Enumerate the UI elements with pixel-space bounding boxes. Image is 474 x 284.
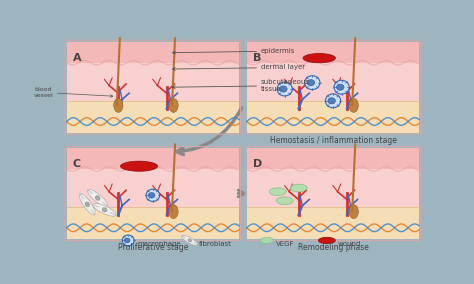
Ellipse shape (328, 98, 336, 104)
Text: Hemostasis / inflammation stage: Hemostasis / inflammation stage (270, 136, 396, 145)
Ellipse shape (120, 161, 157, 171)
Ellipse shape (303, 53, 336, 63)
Bar (247, 148, 419, 169)
Text: epidermis: epidermis (173, 48, 295, 54)
Text: Proliferative stage: Proliferative stage (118, 243, 188, 252)
Ellipse shape (280, 86, 287, 92)
Bar (66, 42, 239, 63)
Ellipse shape (169, 205, 178, 219)
Ellipse shape (85, 202, 90, 207)
Bar (66, 207, 239, 239)
Text: A: A (73, 53, 82, 62)
Text: macrophage: macrophage (137, 241, 181, 247)
Ellipse shape (122, 235, 134, 246)
Bar (247, 63, 419, 101)
Bar (247, 207, 419, 239)
Ellipse shape (169, 99, 178, 112)
Ellipse shape (146, 189, 160, 201)
Ellipse shape (102, 208, 107, 212)
Text: VEGF: VEGF (276, 241, 294, 247)
Bar (247, 42, 419, 63)
Bar (66, 169, 239, 207)
Ellipse shape (307, 80, 315, 86)
Text: dermal layer: dermal layer (173, 64, 305, 70)
Ellipse shape (334, 80, 349, 94)
Text: fibroblast: fibroblast (199, 241, 232, 247)
Text: B: B (253, 53, 261, 62)
Ellipse shape (269, 188, 286, 195)
Bar (66, 148, 239, 169)
Ellipse shape (325, 94, 341, 108)
Text: subcutaneous
tissue: subcutaneous tissue (173, 79, 310, 92)
Ellipse shape (349, 99, 358, 112)
Ellipse shape (319, 237, 335, 243)
Text: blood
vessel: blood vessel (34, 87, 113, 98)
Text: C: C (73, 159, 81, 169)
Ellipse shape (277, 82, 292, 96)
Bar (66, 63, 239, 101)
Text: D: D (253, 159, 262, 169)
Bar (247, 101, 419, 133)
Ellipse shape (93, 203, 116, 216)
Ellipse shape (290, 184, 307, 192)
Ellipse shape (79, 194, 95, 215)
Bar (247, 169, 419, 207)
Ellipse shape (188, 239, 191, 242)
Ellipse shape (148, 193, 155, 198)
Bar (66, 101, 239, 133)
Ellipse shape (305, 76, 320, 89)
Ellipse shape (88, 189, 108, 207)
Ellipse shape (260, 237, 273, 243)
Ellipse shape (337, 84, 344, 90)
Ellipse shape (114, 99, 123, 112)
Ellipse shape (124, 238, 130, 243)
Text: Remodeling phase: Remodeling phase (298, 243, 368, 252)
Ellipse shape (349, 205, 358, 219)
Ellipse shape (95, 196, 100, 200)
Ellipse shape (182, 235, 198, 246)
Ellipse shape (276, 197, 293, 204)
Text: wound: wound (337, 241, 361, 247)
